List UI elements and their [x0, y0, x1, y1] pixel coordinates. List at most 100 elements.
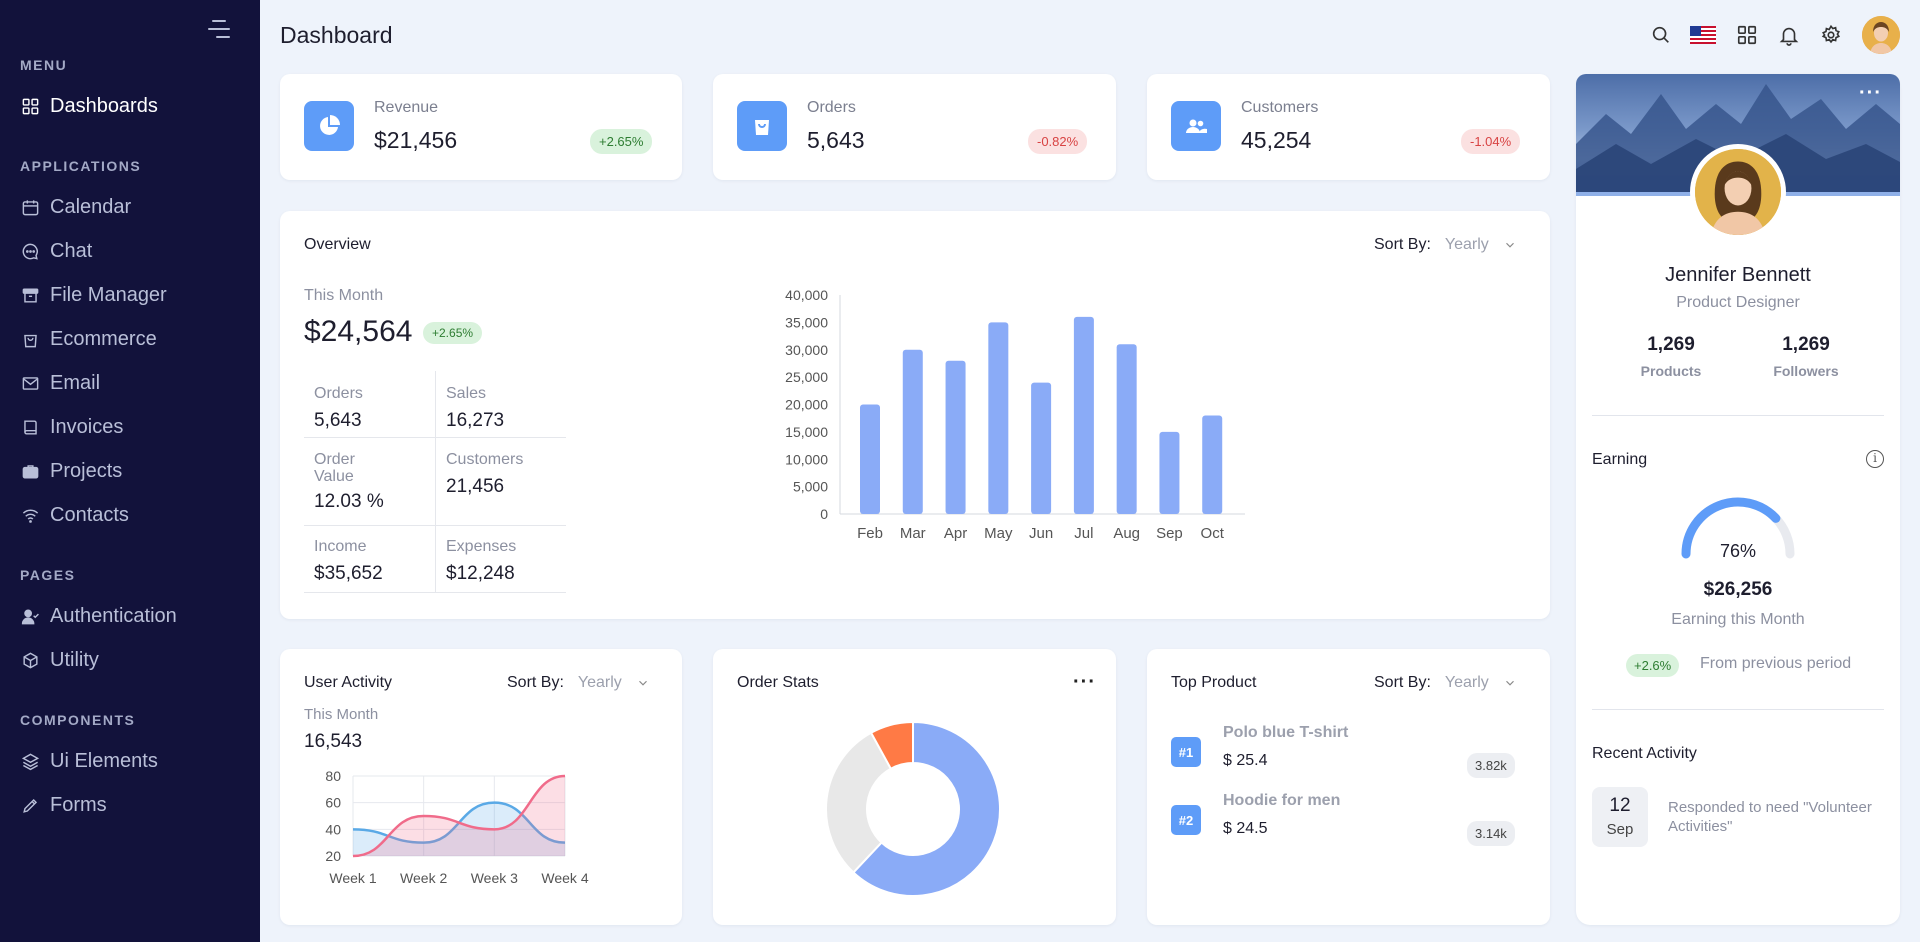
sidebar-item-label: Contacts — [50, 503, 129, 526]
bar[interactable] — [1073, 316, 1094, 514]
customers-change-badge: -1.04% — [1461, 129, 1521, 154]
bar[interactable] — [860, 404, 880, 515]
search-icon[interactable] — [1648, 22, 1674, 48]
users-icon — [1171, 101, 1221, 151]
bar[interactable] — [902, 349, 923, 514]
sidebar-item-label: Dashboards — [50, 94, 158, 117]
activity-date: 12 Sep — [1592, 787, 1648, 847]
sidebar-item-label: Utility — [50, 648, 99, 671]
recent-activity-title: Recent Activity — [1592, 745, 1697, 762]
y-tick-label: 20 — [325, 848, 341, 864]
metric-value: 5,643 — [314, 410, 362, 431]
product-count: 3.14k — [1467, 821, 1515, 846]
sidebar-item-contacts[interactable]: Contacts — [20, 501, 129, 529]
x-tick-label: Feb — [857, 525, 883, 541]
customers-value: 45,254 — [1241, 127, 1312, 153]
user-avatar[interactable] — [1862, 16, 1900, 54]
sidebar-item-dashboards[interactable]: Dashboards — [20, 92, 158, 120]
metric-label: Customers — [446, 451, 524, 468]
metric-order-value: Order Value 12.03 % — [304, 437, 435, 525]
y-tick-label: 5,000 — [793, 479, 828, 495]
earning-title: Earning — [1592, 451, 1648, 468]
x-tick-label: Week 3 — [471, 870, 518, 886]
bar[interactable] — [1116, 344, 1137, 514]
sidebar-item-file-manager[interactable]: File Manager — [20, 281, 167, 309]
page-title: Dashboard — [280, 22, 393, 48]
us-flag-icon[interactable] — [1690, 22, 1716, 48]
section-pages: PAGES — [20, 567, 76, 583]
sort-label: Sort By: — [507, 674, 564, 691]
products-count: 1,269 — [1647, 334, 1695, 355]
sidebar-item-forms[interactable]: Forms — [20, 791, 107, 819]
orders-card: Orders 5,643 -0.82% — [713, 74, 1116, 180]
pie-chart-icon — [304, 101, 354, 151]
overview-bar-chart: 0 5,000 10,000 15,000 20,000 25,000 30,000 35,0… — [785, 287, 1245, 541]
sidebar-item-ui-elements[interactable]: Ui Elements — [20, 747, 158, 775]
bar[interactable] — [1031, 382, 1052, 514]
revenue-change-badge: +2.65% — [590, 129, 653, 154]
overview-sort[interactable]: Sort By: Yearly — [1374, 236, 1517, 254]
sidebar-item-chat[interactable]: Chat — [20, 237, 92, 265]
top-product-title: Top Product — [1171, 674, 1257, 691]
sidebar-item-authentication[interactable]: Authentication — [20, 602, 177, 630]
user-activity-chart: 20 40 60 80 Week 1 Week 2 Week 3 Week 4 — [325, 769, 588, 886]
donut-slice[interactable] — [869, 720, 914, 771]
product-price: $ 24.5 — [1223, 820, 1268, 837]
menu-toggle-icon[interactable] — [208, 20, 232, 40]
order-stats-title: Order Stats — [737, 674, 819, 691]
profile-avatar — [1690, 144, 1786, 240]
sidebar-item-ecommerce[interactable]: Ecommerce — [20, 325, 157, 353]
y-tick-label: 0 — [820, 506, 828, 522]
sidebar-item-label: Chat — [50, 239, 93, 262]
bar[interactable] — [1159, 431, 1180, 514]
section-components: COMPONENTS — [20, 712, 136, 728]
bar[interactable] — [988, 322, 1009, 514]
bar[interactable] — [1202, 415, 1223, 514]
donut-slice[interactable] — [825, 731, 893, 874]
sidebar-item-calendar[interactable]: Calendar — [20, 193, 131, 221]
wifi-icon — [20, 505, 40, 525]
chevron-down-icon — [1505, 680, 1514, 686]
divider — [1592, 709, 1884, 710]
x-tick-label: Jun — [1029, 525, 1053, 541]
activity-month: Sep — [1606, 821, 1634, 838]
y-tick-label: 35,000 — [785, 314, 828, 330]
overview-card: Overview Sort By: Yearly This Month $24,… — [280, 211, 1550, 619]
sidebar-item-label: Email — [50, 371, 101, 394]
product-count: 3.82k — [1467, 753, 1515, 778]
bar[interactable] — [945, 360, 966, 514]
x-tick-label: Oct — [1201, 525, 1225, 541]
order-stats-card: Order Stats ··· — [713, 649, 1116, 925]
sidebar-item-projects[interactable]: Projects — [20, 457, 122, 485]
bell-icon[interactable] — [1776, 22, 1802, 48]
layers-icon — [20, 751, 40, 771]
gear-icon[interactable] — [1818, 22, 1844, 48]
series-line[interactable] — [352, 801, 566, 844]
divider — [1592, 415, 1884, 416]
mail-icon — [20, 373, 40, 393]
donut-slice[interactable] — [852, 720, 1001, 897]
sidebar-item-utility[interactable]: Utility — [20, 646, 99, 674]
series-line[interactable] — [352, 774, 566, 858]
metric-label: Expenses — [446, 538, 517, 555]
sidebar-item-email[interactable]: Email — [20, 369, 100, 397]
profile-more-icon[interactable]: ··· — [1859, 82, 1882, 104]
user-activity-card: User Activity Sort By: Yearly This Month… — [280, 649, 682, 925]
top-product-sort[interactable]: Sort By: Yearly — [1374, 674, 1517, 692]
sidebar: MENU Dashboards APPLICATIONS Calendar Ch… — [0, 0, 260, 942]
metric-expenses: Expenses $12,248 — [435, 525, 566, 593]
sidebar-item-invoices[interactable]: Invoices — [20, 413, 123, 441]
customers-label: Customers — [1241, 99, 1319, 116]
earning-value: $26,256 — [1703, 579, 1773, 600]
profile-card: ··· Jennifer Bennett Product Designer 1,… — [1576, 74, 1900, 925]
sidebar-item-label: Forms — [50, 793, 107, 816]
earning-label: Earning this Month — [1671, 611, 1805, 628]
more-options-icon[interactable]: ··· — [1073, 671, 1096, 693]
user-activity-sort[interactable]: Sort By: Yearly — [507, 674, 650, 692]
info-icon[interactable]: i — [1866, 450, 1884, 468]
y-tick-label: 60 — [325, 795, 341, 811]
sidebar-item-label: Ecommerce — [50, 327, 157, 350]
apps-grid-icon[interactable] — [1734, 22, 1760, 48]
x-tick-label: Sep — [1156, 525, 1183, 541]
earning-gauge — [1681, 497, 1795, 559]
